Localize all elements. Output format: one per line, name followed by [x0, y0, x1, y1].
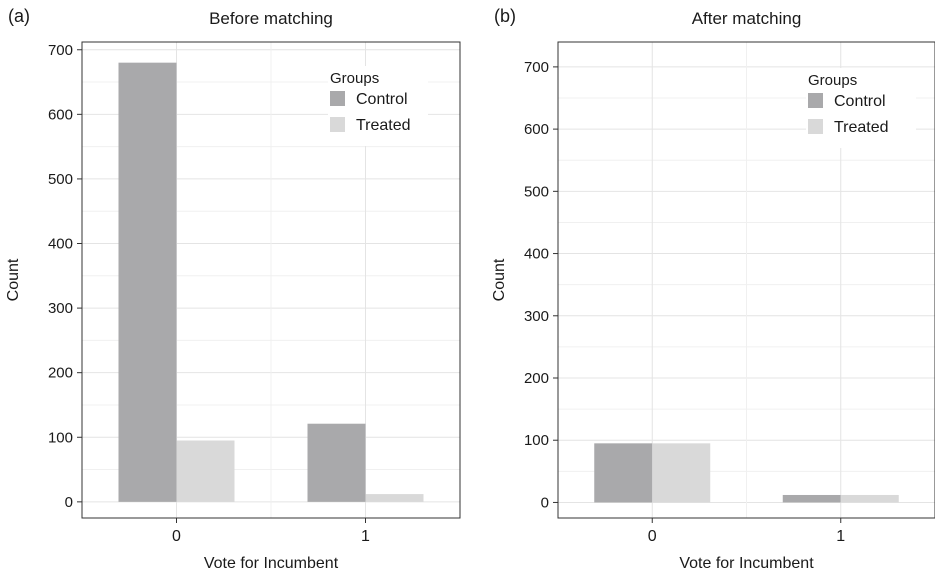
y-tick-label: 500	[48, 171, 73, 188]
bar-treated-1	[840, 494, 899, 503]
legend-key-treated	[808, 119, 823, 134]
legend-label-treated: Treated	[356, 117, 411, 134]
y-tick-label: 600	[524, 121, 549, 138]
y-tick-label: 0	[541, 494, 549, 511]
y-tick-label: 700	[48, 42, 73, 59]
panel-b: Groups Control Treated 0 100 200 300 400 500 600 7…	[491, 6, 935, 572]
panel-label: (a)	[8, 6, 30, 26]
y-tick-label: 100	[524, 432, 549, 449]
x-tick-label: 1	[361, 528, 370, 545]
x-tick-label: 0	[172, 528, 181, 545]
legend-key-control	[808, 93, 823, 108]
y-tick-label: 400	[524, 246, 549, 263]
bar-control-0	[118, 62, 177, 502]
bar-control-0	[594, 443, 653, 503]
legend-title: Groups	[330, 70, 379, 87]
legend-label-control: Control	[834, 93, 886, 110]
legend-title: Groups	[808, 72, 857, 89]
y-tick-label: 200	[48, 365, 73, 382]
y-tick-label: 200	[524, 370, 549, 387]
x-axis-label: Vote for Incumbent	[679, 555, 814, 572]
y-tick-label: 100	[48, 429, 73, 446]
legend: Groups Control Treated	[806, 68, 916, 148]
x-tick-label: 0	[648, 528, 657, 545]
y-tick-label: 600	[48, 106, 73, 123]
chart-title: Before matching	[209, 9, 333, 28]
legend: Groups Control Treated	[328, 66, 428, 146]
panel-a: Groups Control Treated 0 100 200 300 400 500 600 7…	[5, 6, 461, 572]
legend-label-treated: Treated	[834, 119, 889, 136]
y-tick-label: 400	[48, 236, 73, 253]
y-axis-label: Count	[491, 258, 508, 301]
y-tick-label: 0	[65, 494, 73, 511]
bar-treated-1	[365, 494, 424, 502]
chart-title: After matching	[692, 9, 802, 28]
y-tick-label: 700	[524, 59, 549, 76]
y-tick-label: 500	[524, 183, 549, 200]
legend-key-control	[330, 91, 345, 106]
y-axis-label: Count	[5, 258, 22, 301]
panel-label: (b)	[494, 6, 516, 26]
x-axis-label: Vote for Incumbent	[204, 555, 339, 572]
legend-key-treated	[330, 117, 345, 132]
bar-treated-0	[652, 443, 711, 503]
y-tick-label: 300	[48, 300, 73, 317]
legend-background	[806, 68, 916, 148]
legend-label-control: Control	[356, 91, 408, 108]
plot-border	[557, 41, 935, 519]
y-tick-label: 300	[524, 308, 549, 325]
bar-control-1	[782, 494, 841, 503]
plot-border	[81, 41, 461, 519]
x-tick-label: 1	[836, 528, 845, 545]
bar-treated-0	[176, 440, 235, 502]
bar-control-1	[307, 423, 366, 502]
